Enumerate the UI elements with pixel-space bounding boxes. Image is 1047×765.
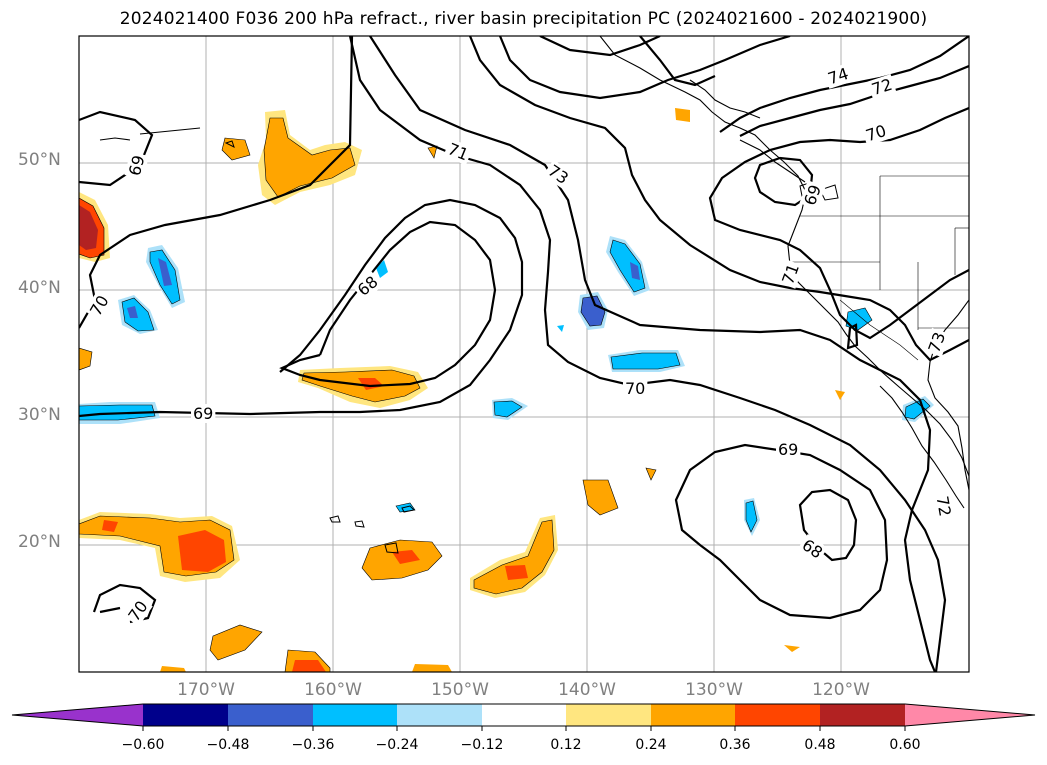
contour-label-halo [923, 327, 950, 358]
map-title: 2024021400 F036 200 hPa refract., river … [119, 9, 928, 29]
precip-positive-patch [505, 565, 528, 580]
colorbar-tick-label: 0.36 [719, 737, 751, 753]
precip-positive-patch [784, 645, 800, 652]
colorbar-tick-label: −0.48 [206, 737, 250, 753]
lon-label-140w: 140°W [558, 680, 616, 700]
contour-label-halo [777, 259, 804, 289]
colorbar-segment [228, 704, 313, 726]
precip-positive-patch [79, 347, 93, 371]
contour-label-halo [123, 595, 153, 627]
precip-positive-patch [835, 390, 845, 400]
gridlines [79, 36, 969, 672]
colorbar-segment [820, 704, 905, 726]
precip-negative-patch [158, 258, 172, 286]
contour-label-halo [799, 180, 826, 210]
precip-positive-patch [178, 530, 226, 572]
colorbar-tick-label: −0.24 [375, 737, 419, 753]
colorbar-segment [482, 704, 566, 726]
colorbar-segment [143, 704, 228, 726]
contour-label-halo [861, 120, 891, 146]
colorbar-extend-right [905, 704, 1035, 726]
contour-label: 69 [125, 153, 149, 178]
contour-label-halo [932, 492, 956, 520]
precip-negative-patch [121, 297, 155, 332]
precip-positive-patch [582, 479, 619, 516]
colorbar-segment [566, 704, 651, 726]
contour-label-halo [124, 151, 150, 180]
precip-positive-patch [209, 624, 263, 661]
precip-negative-patch [745, 500, 758, 533]
precip-negative-patch [493, 400, 523, 418]
colorbar-tick-label: 0.24 [635, 737, 667, 753]
contour-label-halo [191, 404, 216, 423]
colorbar-tick-label: −0.60 [121, 737, 165, 753]
contour-label-halo [352, 270, 384, 302]
colorbar-segment [397, 704, 482, 726]
precip-positive-patch [412, 664, 452, 672]
contour-label: 69 [778, 440, 798, 459]
precip-positive-patch [675, 108, 690, 122]
colorbar-segment [735, 704, 820, 726]
contour-label-halo [823, 63, 853, 89]
contour-label: 70 [625, 379, 645, 398]
precip-positive-patch [358, 378, 384, 390]
contour-label-halo [867, 74, 897, 100]
state-borders [790, 175, 969, 361]
colorbar [11, 703, 1036, 731]
lat-label-40n: 40°N [18, 278, 61, 298]
precip-positive-patch [645, 467, 657, 481]
precip-negative-patch [630, 262, 640, 280]
contour-label: 69 [193, 404, 213, 423]
contour-label-halo [542, 159, 574, 190]
precip-positive-patch [79, 205, 98, 250]
precip-positive-patch [392, 550, 420, 564]
lon-label-120w: 120°W [812, 680, 870, 700]
colorbar-segment [651, 704, 735, 726]
lat-label-20n: 20°N [18, 532, 61, 552]
precip-positive-patch [292, 660, 326, 672]
precip-negative-patch [376, 260, 388, 278]
precip-positive-patch [473, 519, 555, 595]
colorbar-segment [313, 704, 397, 726]
lat-label-30n: 30°N [18, 405, 61, 425]
lon-label-130w: 130°W [685, 680, 743, 700]
contour-label: 68 [799, 535, 827, 562]
colorbar-tick-label: 0.12 [550, 737, 582, 753]
precip-negative-patch [845, 307, 873, 331]
colorbar-tick-label: −0.12 [460, 737, 504, 753]
precip-positive-patch [221, 137, 251, 161]
islands [224, 140, 839, 554]
lat-label-50n: 50°N [18, 150, 61, 170]
precip-positive-patch [102, 520, 118, 532]
colorbar-tick-label: −0.36 [291, 737, 335, 753]
coastlines [99, 36, 969, 509]
precip-positive-patch [427, 145, 438, 159]
precip-negative-patch [557, 325, 564, 332]
map-frame [78, 35, 970, 673]
lon-label-150w: 150°W [431, 680, 489, 700]
precip-negative-patch [580, 295, 606, 327]
colorbar-tick-label: 0.60 [889, 737, 921, 753]
colorbar-extend-left [12, 704, 143, 726]
precipitation-shading [79, 108, 934, 672]
contour-label: 73 [544, 161, 572, 188]
precip-positive-patch [263, 117, 356, 198]
precip-negative-patch [127, 306, 138, 318]
contour-label-halo [776, 440, 801, 459]
colorbar-tick-label: 0.48 [804, 737, 836, 753]
contour-label: 72 [933, 494, 955, 517]
precip-positive-patch [160, 666, 186, 672]
lon-label-170w: 170°W [177, 680, 235, 700]
lon-label-160w: 160°W [304, 680, 362, 700]
contour-label-halo [85, 290, 114, 321]
precip-negative-patch [610, 352, 681, 370]
contour-label: 70 [124, 597, 151, 625]
contour-label-halo [443, 138, 473, 166]
contour-label: 70 [86, 292, 113, 319]
contour-label-halo [796, 534, 828, 564]
contour-label-halo [623, 379, 648, 398]
